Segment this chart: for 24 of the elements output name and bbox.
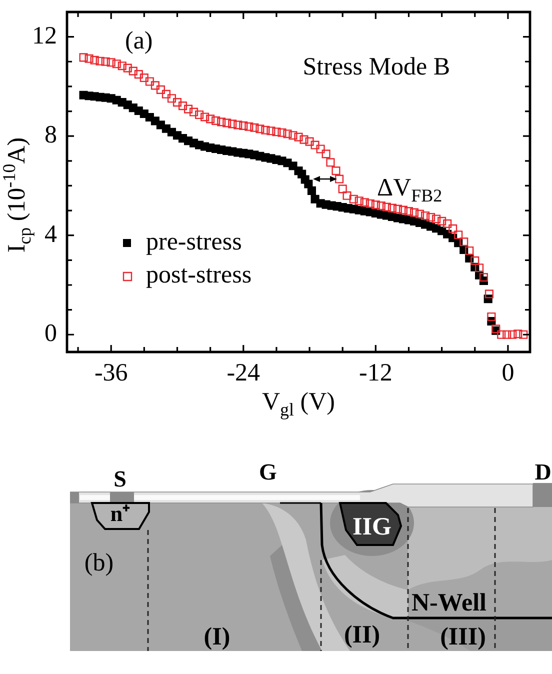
y-tick-label: 8 xyxy=(44,122,57,149)
text: S xyxy=(114,466,126,492)
legend-label: post-stress xyxy=(146,262,252,289)
x-tick-label: 0 xyxy=(502,360,514,387)
text: n⁺ xyxy=(110,500,130,526)
y-tick-label: 0 xyxy=(44,320,57,348)
x-tick-label: -24 xyxy=(226,360,261,387)
text: D xyxy=(534,459,552,485)
legend-label: pre-stress xyxy=(146,228,242,256)
text: Stress Mode B xyxy=(302,53,450,81)
annotation: (a) xyxy=(125,27,153,55)
x-tick-label: -36 xyxy=(94,360,128,387)
text: (III) xyxy=(440,623,486,651)
text: IIG xyxy=(352,513,392,541)
x-axis-title: V$_{gl}$ (V) xyxy=(262,388,336,420)
y-tick-label: 4 xyxy=(44,220,58,248)
annotation: ΔV$_{FB2}$ xyxy=(377,174,442,206)
text: (II) xyxy=(344,621,380,649)
text: (b) xyxy=(84,549,114,577)
x-tick-label: -12 xyxy=(359,360,392,387)
text: N-Well xyxy=(412,589,486,617)
y-tick-label: 12 xyxy=(32,22,57,50)
text: G xyxy=(259,459,277,485)
text: (I) xyxy=(204,623,230,651)
